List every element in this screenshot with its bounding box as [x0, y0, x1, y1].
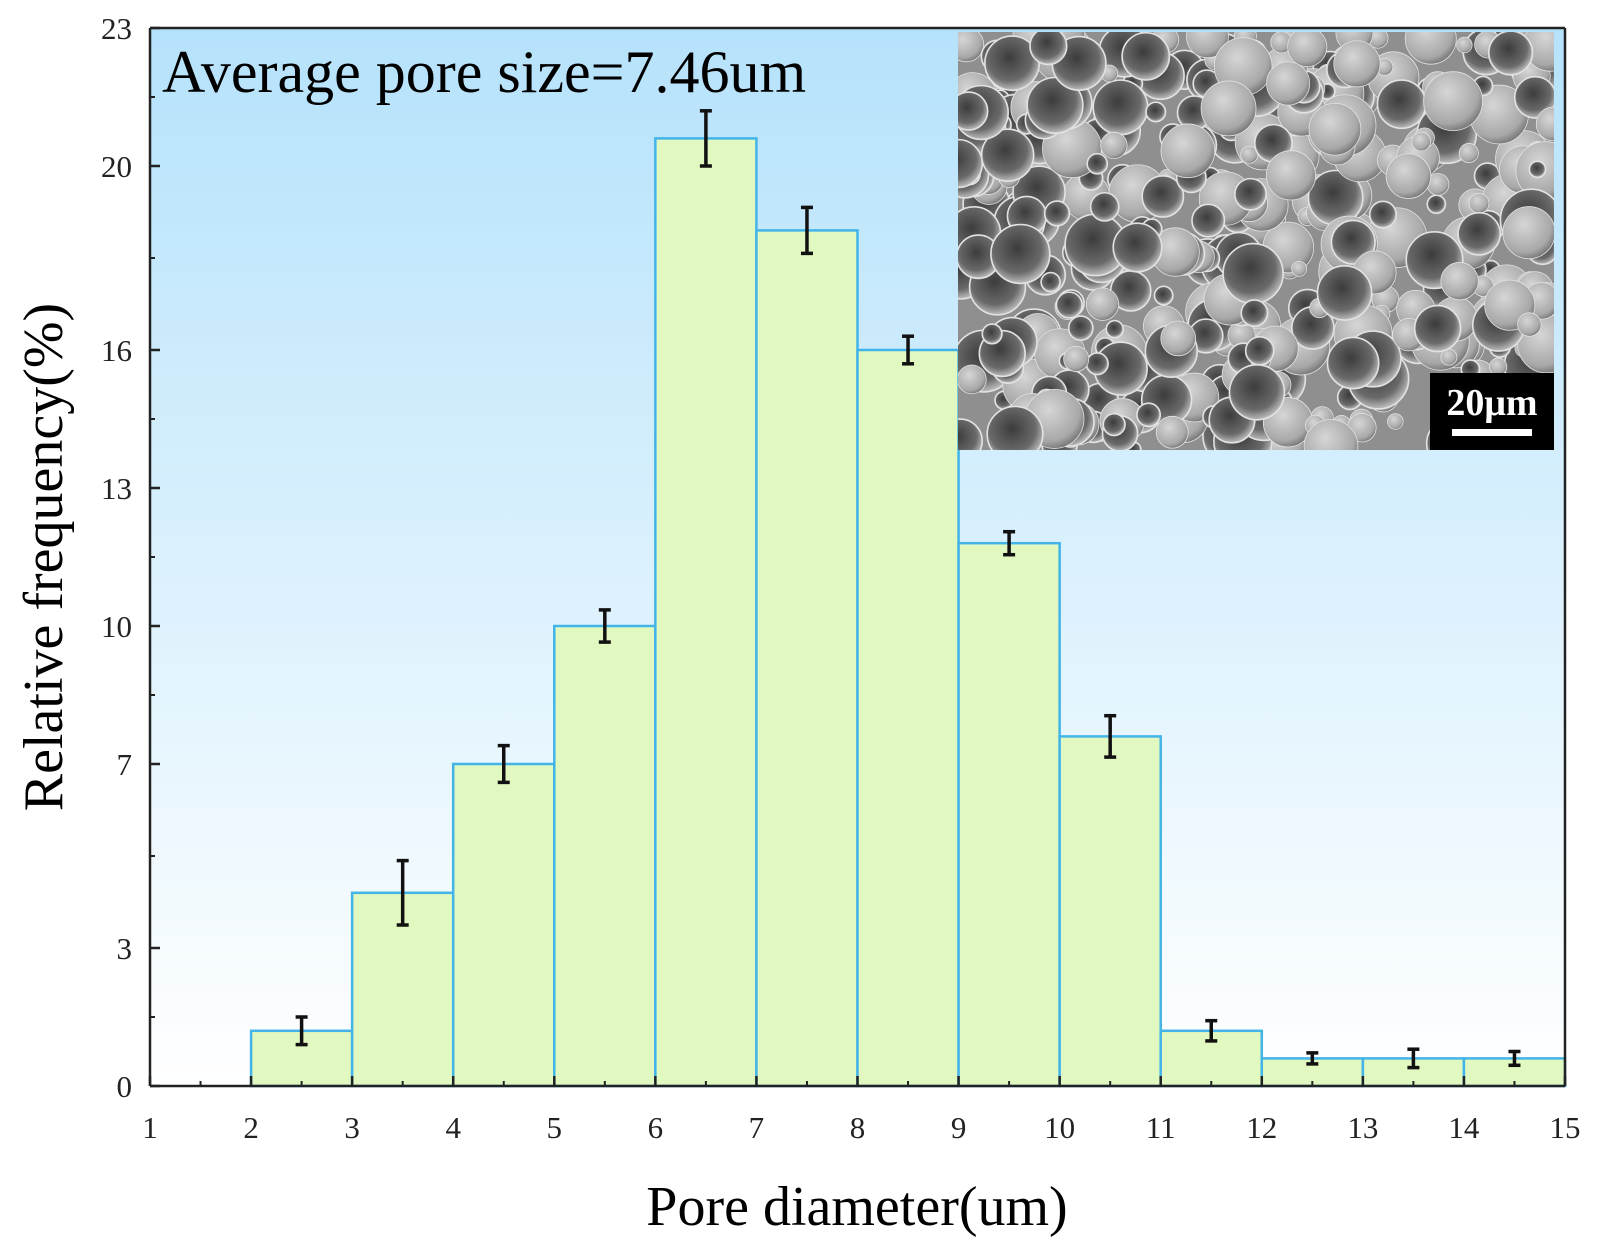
bar-8-9	[856, 348, 960, 1088]
x-tick-label-1: 1	[142, 1110, 158, 1145]
error-bar-14-15	[1508, 1049, 1521, 1068]
scale-bar-box	[1430, 373, 1554, 450]
error-bar-6-7	[699, 109, 712, 168]
error-bar-10-11	[1104, 713, 1117, 759]
error-bar-3-4	[396, 858, 409, 927]
x-tick-label-10: 10	[1044, 1110, 1075, 1145]
x-tick-label-6: 6	[648, 1110, 664, 1145]
y-tick-label-10: 10	[101, 609, 132, 644]
y-axis-ticks: 0 3 7 10 13 16 20 23	[101, 11, 160, 1104]
error-bar-12-13	[1306, 1051, 1319, 1066]
scale-bar	[1452, 429, 1532, 436]
x-tick-label-11: 11	[1146, 1110, 1176, 1145]
x-axis-title: Pore diameter(um)	[646, 1176, 1067, 1238]
error-bar-2-3	[295, 1015, 308, 1047]
average-annotation: Average pore size=7.46um	[162, 39, 806, 105]
bar-5-6	[553, 624, 657, 1088]
error-bar-13-14	[1407, 1047, 1420, 1070]
x-tick-label-3: 3	[344, 1110, 360, 1145]
x-tick-label-15: 15	[1550, 1110, 1581, 1145]
y-tick-label-13: 13	[101, 471, 132, 506]
error-bar-9-10	[1003, 529, 1016, 557]
x-tick-label-9: 9	[951, 1110, 967, 1145]
y-tick-label-20: 20	[101, 149, 132, 184]
y-tick-label-3: 3	[117, 931, 133, 966]
y-tick-label-7: 7	[117, 747, 133, 782]
error-bar-11-12	[1205, 1018, 1218, 1043]
bar-4-5	[451, 762, 556, 1088]
bar-6-7	[654, 137, 758, 1088]
error-bars	[295, 109, 1521, 1070]
x-axis-ticks: 1 2 3 4 5 6 7 8 9 10 11 12 13 14 15	[142, 1076, 1581, 1145]
x-tick-label-13: 13	[1347, 1110, 1378, 1145]
x-tick-label-5: 5	[547, 1110, 563, 1145]
x-tick-label-12: 12	[1246, 1110, 1277, 1145]
x-tick-label-14: 14	[1448, 1110, 1480, 1145]
scale-bar-label: 20μm	[1446, 382, 1537, 424]
y-tick-label-16: 16	[101, 333, 132, 368]
inset-micrograph: 20μm	[958, 32, 1554, 450]
y-axis-title: Relative frequency(%)	[13, 303, 75, 811]
x-tick-label-4: 4	[445, 1110, 461, 1145]
y-tick-label-0: 0	[117, 1069, 133, 1104]
bar-10-11	[1058, 735, 1162, 1088]
x-tick-label-8: 8	[850, 1110, 866, 1145]
error-bar-5-6	[598, 608, 611, 644]
error-bar-8-9	[902, 334, 915, 366]
error-bar-4-5	[497, 743, 510, 785]
y-tick-label-23: 23	[101, 11, 132, 46]
bars	[249, 137, 1567, 1088]
bar-7-8	[755, 229, 859, 1088]
x-tick-label-7: 7	[749, 1110, 765, 1145]
error-bar-7-8	[800, 205, 813, 256]
x-tick-label-2: 2	[243, 1110, 259, 1145]
bar-9-10	[957, 541, 1061, 1088]
